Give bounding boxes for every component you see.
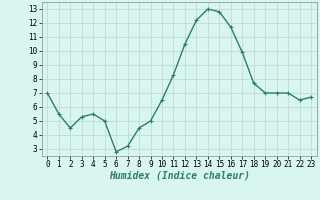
X-axis label: Humidex (Indice chaleur): Humidex (Indice chaleur) (109, 171, 250, 181)
